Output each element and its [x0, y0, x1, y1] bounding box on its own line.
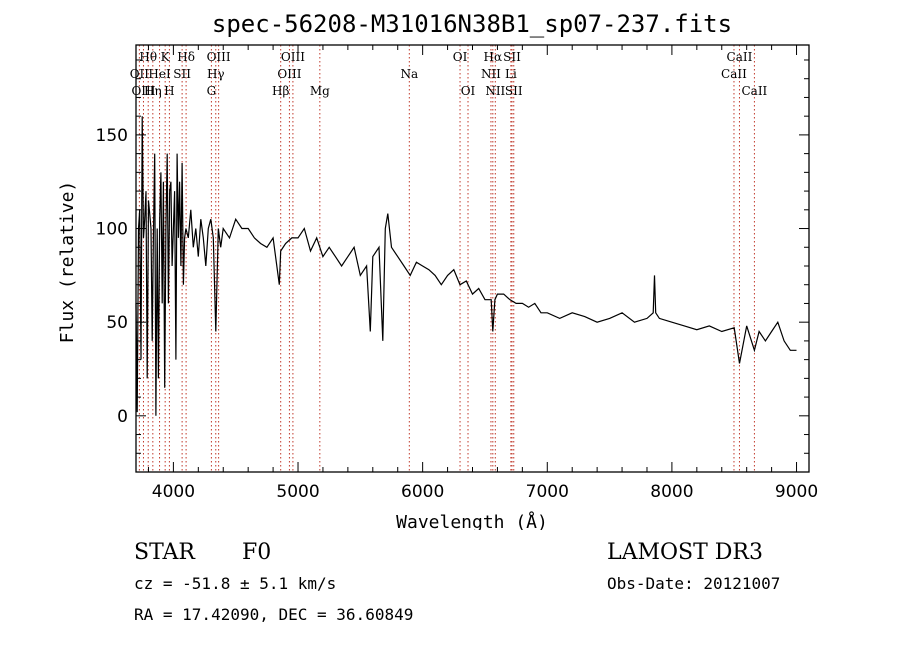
line-label-13: OIII — [277, 67, 301, 81]
y-axis-label: Flux (relative) — [57, 181, 78, 344]
spectrum-plot: spec-56208-M31016N38B1_sp07-237.fits Wav… — [57, 10, 819, 530]
y-tick-label-50: 50 — [106, 313, 128, 333]
line-label-8: CaII — [727, 50, 753, 64]
line-label-6: Hα — [484, 50, 503, 64]
spectral-subclass: F0 — [242, 540, 272, 565]
x-axis-label: Wavelength (Å) — [396, 511, 548, 530]
line-label-1: K — [161, 50, 171, 64]
line-label-21: G — [207, 84, 217, 98]
line-label-5: OI — [453, 50, 468, 64]
line-label-14: Na — [400, 67, 418, 81]
line-label-2: Hδ — [177, 50, 195, 64]
x-tick-label-7000: 7000 — [526, 482, 569, 502]
line-label-4: OIII — [281, 50, 305, 64]
line-label-0: Hθ — [139, 50, 157, 64]
x-tick-label-5000: 5000 — [276, 482, 319, 502]
line-label-7: SII — [503, 50, 521, 64]
line-label-22: Hβ — [272, 84, 289, 98]
line-label-3: OIII — [207, 50, 231, 64]
y-tick-label-100: 100 — [96, 220, 128, 240]
line-label-27: CaII — [741, 84, 767, 98]
y-tick-label-0: 0 — [117, 407, 128, 427]
axis-ticks — [136, 45, 809, 472]
x-tick-label-4000: 4000 — [152, 482, 195, 502]
line-label-19: Hη — [144, 84, 162, 98]
line-label-15: NII — [481, 67, 501, 81]
x-tick-label-6000: 6000 — [401, 482, 444, 502]
line-label-23: Mg — [310, 84, 330, 98]
emission-line-markers — [138, 45, 755, 472]
redshift-cz: cz = -51.8 ± 5.1 km/s — [134, 574, 337, 593]
axis-tick-labels: 4000 5000 6000 7000 8000 9000 0 50 100 150 — [96, 126, 819, 502]
line-label-10: HeI — [148, 67, 171, 81]
y-tick-label-150: 150 — [96, 126, 128, 146]
line-label-16: Li — [505, 67, 517, 81]
line-label-25: NII — [485, 84, 505, 98]
spectrum-line — [135, 116, 797, 416]
observation-date: Obs-Date: 20121007 — [607, 574, 781, 593]
plot-frame — [135, 44, 810, 473]
object-class: STAR — [134, 540, 195, 565]
line-label-26: SII — [505, 84, 523, 98]
line-label-12: Hγ — [207, 67, 225, 81]
survey-name: LAMOST DR3 — [607, 540, 763, 565]
line-label-18: OIII — [131, 84, 155, 98]
x-tick-label-9000: 9000 — [775, 482, 818, 502]
line-label-11: SII — [173, 67, 191, 81]
coordinates: RA = 17.42090, DEC = 36.60849 — [134, 605, 414, 624]
line-label-9: OII — [130, 67, 150, 81]
x-tick-label-8000: 8000 — [650, 482, 693, 502]
chart-title: spec-56208-M31016N38B1_sp07-237.fits — [212, 10, 732, 38]
line-label-24: OI — [461, 84, 476, 98]
line-label-17: CaII — [721, 67, 747, 81]
line-label-20: H — [164, 84, 174, 98]
